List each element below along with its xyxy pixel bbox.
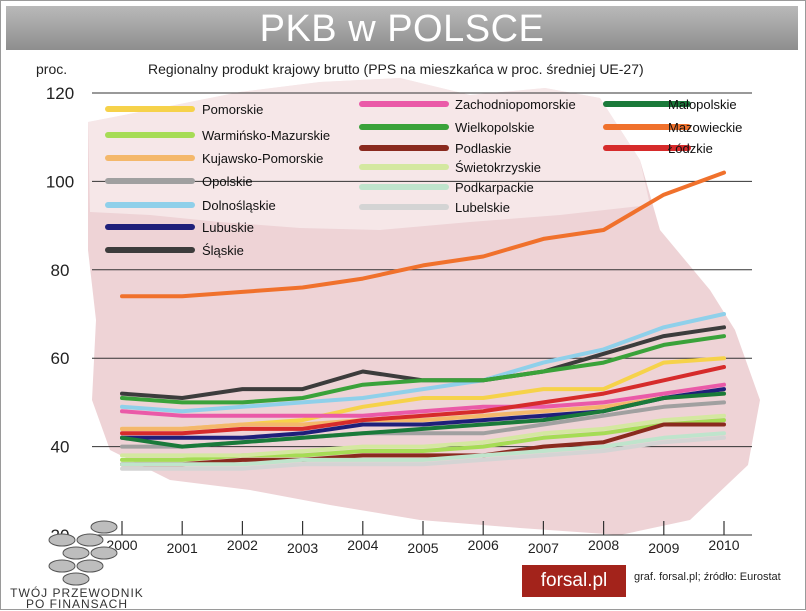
y-axis: 20406080100120 — [46, 84, 74, 545]
x-tick-label: 2002 — [227, 537, 258, 553]
poland-map-highlight — [88, 78, 650, 230]
series-line — [120, 334, 726, 405]
x-tick-label: 2005 — [407, 540, 438, 556]
x-tick-label: 2007 — [528, 540, 559, 556]
series-line — [120, 435, 726, 471]
series-line — [120, 422, 726, 467]
coins-logo — [48, 520, 118, 586]
poland-map-shape — [88, 78, 760, 535]
legend-label: Opolskie — [202, 174, 253, 189]
legend-label: Dolnośląskie — [202, 198, 276, 213]
legend-label: Lubelskie — [455, 200, 510, 215]
legend-label: Podkarpackie — [455, 180, 534, 195]
legend-label: Podlaskie — [455, 141, 511, 156]
legend-label: Kujawsko-Pomorskie — [202, 151, 323, 166]
legend-label: Mazowieckie — [668, 120, 742, 135]
y-tick-label: 80 — [51, 261, 70, 280]
series-line — [120, 413, 726, 458]
series-line — [120, 170, 726, 299]
legend-label: Pomorskie — [202, 102, 263, 117]
chart-title: Regionalny produkt krajowy brutto (PPS n… — [148, 61, 644, 77]
series-line — [120, 365, 726, 436]
x-tick-label: 2010 — [708, 537, 739, 553]
y-axis-label: proc. — [36, 61, 67, 77]
y-tick-label: 40 — [51, 438, 70, 457]
legend-label: Łódzkie — [668, 141, 713, 156]
x-tick-label: 2006 — [468, 537, 499, 553]
legend-label: Świetokrzyskie — [455, 160, 541, 175]
x-tick-label: 2004 — [347, 537, 378, 553]
legend-label: Wielkopolskie — [455, 120, 534, 135]
logo-caption: TWÓJ PRZEWODNIK PO FINANSACH — [10, 586, 144, 611]
series-line — [120, 431, 726, 467]
source-credit: graf. forsal.pl; źródło: Eurostat — [634, 571, 781, 583]
series-line — [120, 312, 726, 414]
y-tick-label: 100 — [46, 172, 74, 191]
y-tick-label: 60 — [51, 349, 70, 368]
x-tick-label: 2009 — [648, 540, 679, 556]
brand-logo: forsal.pl — [522, 565, 626, 597]
series-line — [120, 382, 726, 418]
legend: Pomorskie Warmińsko-Mazurskie Kujawsko-Pom… — [105, 97, 742, 258]
legend-label: Lubuskie — [202, 220, 254, 235]
legend-label: Zachodniopomorskie — [455, 97, 576, 112]
legend-label: Warmińsko-Mazurskie — [202, 128, 330, 143]
series-lines — [120, 170, 726, 471]
y-tick-label: 120 — [46, 84, 74, 103]
x-tick-label: 2001 — [167, 540, 198, 556]
series-line — [120, 391, 726, 449]
title-banner: PKB w POLSCE — [6, 6, 798, 50]
series-line — [120, 391, 726, 431]
legend-label: Śląskie — [202, 243, 244, 258]
x-tick-label: 2008 — [588, 537, 619, 553]
x-tick-label: 2003 — [287, 540, 318, 556]
legend-label: Małopolskie — [668, 97, 737, 112]
